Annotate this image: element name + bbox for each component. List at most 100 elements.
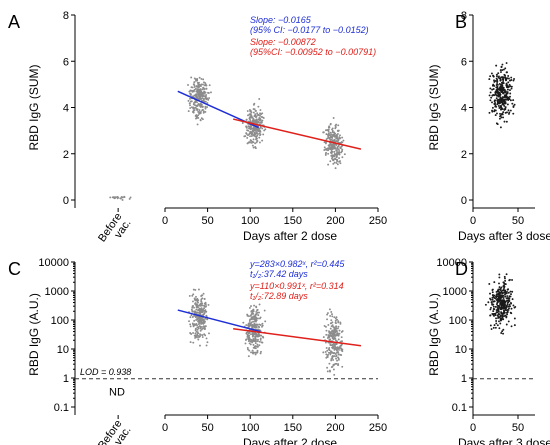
data-point: [489, 91, 492, 94]
data-point: [498, 92, 501, 95]
data-point: [251, 116, 254, 119]
data-point: [514, 305, 517, 308]
data-point: [501, 98, 504, 101]
data-point: [496, 311, 499, 314]
data-point: [502, 297, 505, 299]
data-point: [198, 97, 201, 100]
data-point: [195, 295, 197, 298]
data-point: [497, 307, 500, 310]
data-point: [322, 351, 325, 354]
data-point: [512, 79, 515, 82]
data-point: [326, 370, 329, 373]
data-point: [249, 318, 252, 321]
data-point: [504, 277, 506, 280]
data-point: [249, 339, 252, 341]
data-point: [196, 90, 199, 93]
data-point: [510, 76, 513, 79]
data-point: [204, 317, 207, 320]
data-point: [331, 321, 334, 324]
data-point: [498, 100, 501, 103]
data-point: [262, 133, 265, 136]
data-point: [497, 317, 499, 319]
data-point: [323, 149, 326, 152]
data-point: [511, 290, 514, 293]
data-point: [202, 83, 204, 86]
data-point: [494, 305, 497, 308]
data-point: [508, 307, 510, 310]
data-point: [192, 293, 195, 296]
y-tick-label: 6: [63, 56, 69, 68]
data-point: [490, 72, 493, 75]
data-point: [513, 324, 516, 327]
data-point: [507, 75, 510, 77]
data-point: [491, 302, 493, 305]
fit-line-red: [232, 118, 362, 150]
x-axis-label: Days after 2 dose: [243, 436, 337, 445]
data-point: [197, 320, 200, 323]
data-point: [500, 107, 503, 110]
data-point: [508, 279, 511, 282]
nd-label: ND: [109, 386, 125, 398]
data-point: [189, 316, 192, 319]
data-point: [202, 86, 205, 89]
data-point: [332, 358, 335, 361]
data-point: [257, 105, 260, 108]
data-point: [329, 314, 332, 317]
data-point: [203, 91, 206, 94]
data-point: [198, 112, 201, 115]
data-point: [325, 329, 328, 332]
data-point: [200, 325, 203, 328]
lod-label: LOD = 0.938: [80, 367, 131, 377]
data-point: [116, 196, 119, 198]
data-point: [503, 104, 506, 107]
data-point: [334, 352, 337, 355]
data-point: [326, 312, 329, 314]
data-point: [196, 299, 199, 302]
data-point: [206, 106, 208, 109]
y-tick-label: 0: [461, 195, 467, 207]
data-point: [504, 96, 507, 99]
data-point: [198, 307, 201, 310]
data-point: [505, 82, 508, 85]
data-point: [333, 150, 336, 153]
data-point: [502, 281, 505, 284]
data-point: [500, 71, 502, 73]
data-point: [257, 113, 260, 116]
data-point: [323, 146, 326, 149]
data-point: [245, 331, 248, 334]
data-point: [258, 127, 261, 130]
data-point: [252, 315, 255, 318]
data-point: [198, 76, 201, 79]
data-point: [331, 129, 334, 132]
data-point: [255, 138, 257, 141]
data-point: [338, 329, 341, 332]
data-point: [253, 322, 256, 325]
data-point: [194, 334, 197, 337]
data-point: [328, 349, 331, 352]
data-point: [501, 82, 504, 85]
y-tick-label: 1: [461, 373, 467, 385]
data-point: [491, 288, 494, 291]
x-category-label: Beforevac.: [96, 418, 133, 445]
x-axis-label: Days after 3 dose: [458, 436, 550, 445]
data-point: [503, 291, 506, 294]
data-point: [499, 289, 502, 292]
data-point: [331, 147, 334, 150]
data-point: [329, 123, 332, 126]
data-point: [496, 102, 499, 105]
data-point: [505, 273, 508, 276]
data-point: [490, 328, 493, 330]
data-point: [491, 88, 494, 91]
data-point: [123, 196, 126, 199]
data-point: [497, 310, 500, 312]
data-point: [252, 352, 255, 355]
data-point: [252, 111, 255, 114]
data-point: [246, 334, 249, 337]
data-point: [330, 152, 333, 155]
data-point: [255, 310, 258, 313]
data-point: [331, 334, 334, 337]
data-point: [338, 136, 341, 139]
y-tick-label: 10: [57, 344, 69, 356]
data-point: [201, 334, 204, 337]
data-point: [249, 135, 251, 138]
